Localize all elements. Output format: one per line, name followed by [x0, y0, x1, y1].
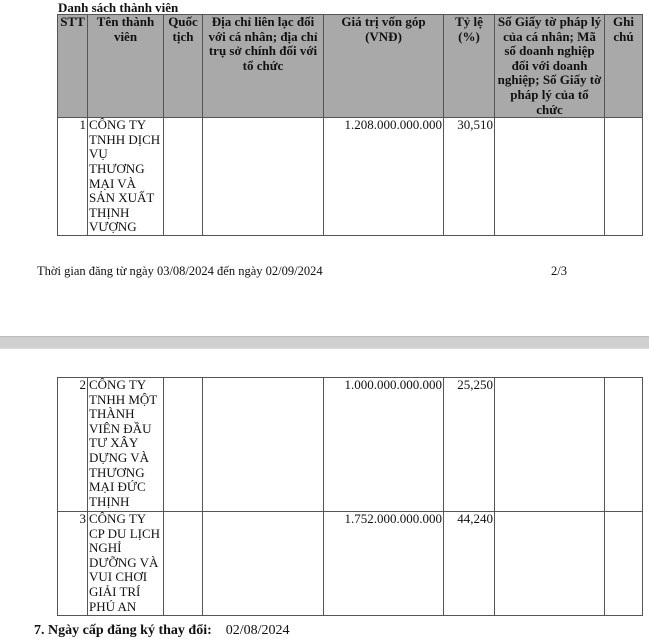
cell-capital: 1.752.000.000.000 — [323, 511, 444, 616]
change-date-value: 02/08/2024 — [225, 623, 290, 638]
cell-stt: 1 — [57, 117, 88, 237]
change-registration-date: 7. Ngày cấp đăng ký thay đổi: 02/08/2024 — [34, 623, 290, 639]
col-nationality: Quốc tịch — [163, 13, 203, 119]
page-separator — [0, 336, 649, 349]
cell-note — [604, 117, 643, 237]
cell-ratio: 44,240 — [443, 511, 495, 616]
cell-name: CÔNG TY CP DU LỊCH NGHỈ DƯỠNG VÀ VUI CHƠ… — [87, 511, 164, 616]
page-number: 2/3 — [551, 264, 567, 278]
section-title: Danh sách thành viên — [58, 0, 179, 15]
col-legal-id: Số Giấy tờ pháp lý của cá nhân; Mã số do… — [494, 13, 605, 119]
cell-legal-id — [494, 511, 605, 616]
col-note: Ghi chú — [604, 13, 643, 119]
cell-stt: 3 — [57, 511, 88, 616]
cell-name: CÔNG TY TNHH MỘT THÀNH VIÊN ĐẦU TƯ XÂY D… — [87, 377, 164, 512]
table-header-row: STT Tên thành viên Quốc tịch Địa chỉ liê… — [57, 13, 643, 119]
col-stt: STT — [57, 13, 88, 119]
cell-nationality — [163, 117, 203, 237]
cell-nationality — [163, 511, 203, 616]
cell-nationality — [163, 377, 203, 512]
members-table: STT Tên thành viên Quốc tịch Địa chỉ liê… — [57, 13, 643, 237]
cell-address — [202, 511, 324, 616]
cell-capital: 1.000.000.000.000 — [323, 377, 444, 512]
members-table-continued: 2 CÔNG TY TNHH MỘT THÀNH VIÊN ĐẦU TƯ XÂY… — [57, 377, 643, 616]
cell-address — [202, 117, 324, 237]
col-name: Tên thành viên — [87, 13, 164, 119]
cell-legal-id — [494, 117, 605, 237]
table-row: 2 CÔNG TY TNHH MỘT THÀNH VIÊN ĐẦU TƯ XÂY… — [57, 377, 643, 512]
table-row: 1 CÔNG TY TNHH DỊCH VỤ THƯƠNG MẠI VÀ SẢN… — [57, 117, 643, 237]
cell-note — [604, 377, 643, 512]
cell-stt: 2 — [57, 377, 88, 512]
table-row: 3 CÔNG TY CP DU LỊCH NGHỈ DƯỠNG VÀ VUI C… — [57, 511, 643, 616]
cell-ratio: 25,250 — [443, 377, 495, 512]
cell-ratio: 30,510 — [443, 117, 495, 237]
cell-address — [202, 377, 324, 512]
col-address: Địa chỉ liên lạc đối với cá nhân; địa ch… — [202, 13, 324, 119]
cell-name: CÔNG TY TNHH DỊCH VỤ THƯƠNG MẠI VÀ SẢN X… — [87, 117, 164, 237]
cell-note — [604, 511, 643, 616]
change-date-label: 7. Ngày cấp đăng ký thay đổi: — [34, 623, 212, 638]
col-capital: Giá trị vốn góp (VNĐ) — [323, 13, 444, 119]
cell-legal-id — [494, 377, 605, 512]
col-ratio: Tỷ lệ (%) — [443, 13, 495, 119]
page-footer-text: Thời gian đăng từ ngày 03/08/2024 đến ng… — [37, 264, 323, 278]
cell-capital: 1.208.000.000.000 — [323, 117, 444, 237]
